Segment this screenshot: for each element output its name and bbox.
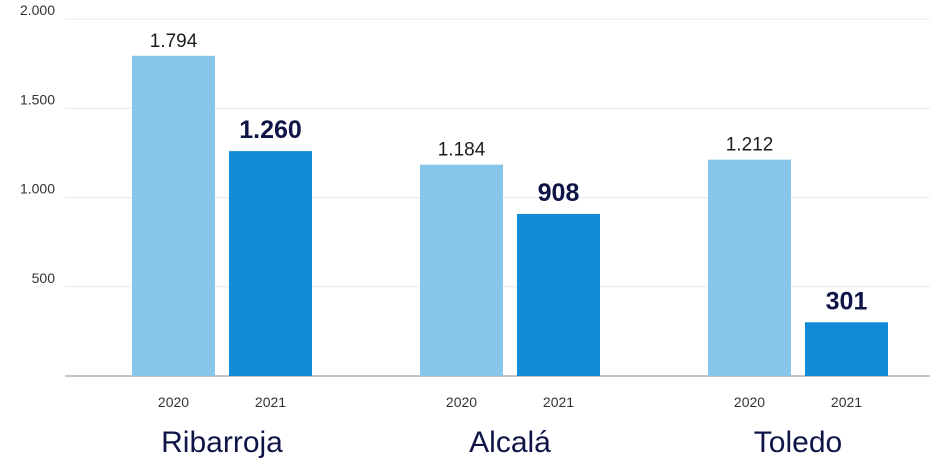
x-year-label: 2021 (255, 394, 286, 410)
bar-toledo-2020 (708, 159, 791, 376)
x-year-label: 2021 (543, 394, 574, 410)
bar-value-label: 1.212 (726, 135, 774, 156)
y-tick-label: 1.000 (20, 181, 55, 197)
y-tick-label: 1.500 (20, 91, 55, 107)
bar-value-label: 908 (538, 179, 580, 207)
bar-ribarroja-2021 (229, 151, 312, 376)
x-group-label: Ribarroja (161, 426, 283, 458)
x-year-label: 2020 (158, 394, 189, 410)
bar-alcalá-2020 (420, 164, 503, 376)
x-group-label: Alcalá (469, 426, 551, 458)
bar-value-label: 1.260 (239, 116, 302, 144)
bar-ribarroja-2020 (132, 55, 215, 377)
x-year-label: 2020 (734, 394, 765, 410)
y-tick-label: 2.000 (20, 2, 55, 18)
x-year-label: 2021 (831, 394, 862, 410)
y-tick-label: 500 (32, 270, 56, 286)
bar-value-label: 1.184 (438, 140, 486, 161)
x-year-label: 2020 (446, 394, 477, 410)
bar-value-label: 301 (826, 287, 868, 315)
bar-alcalá-2021 (517, 213, 600, 376)
x-group-label: Toledo (754, 426, 842, 458)
bar-value-label: 1.794 (150, 31, 198, 52)
bar-toledo-2021 (805, 322, 888, 376)
